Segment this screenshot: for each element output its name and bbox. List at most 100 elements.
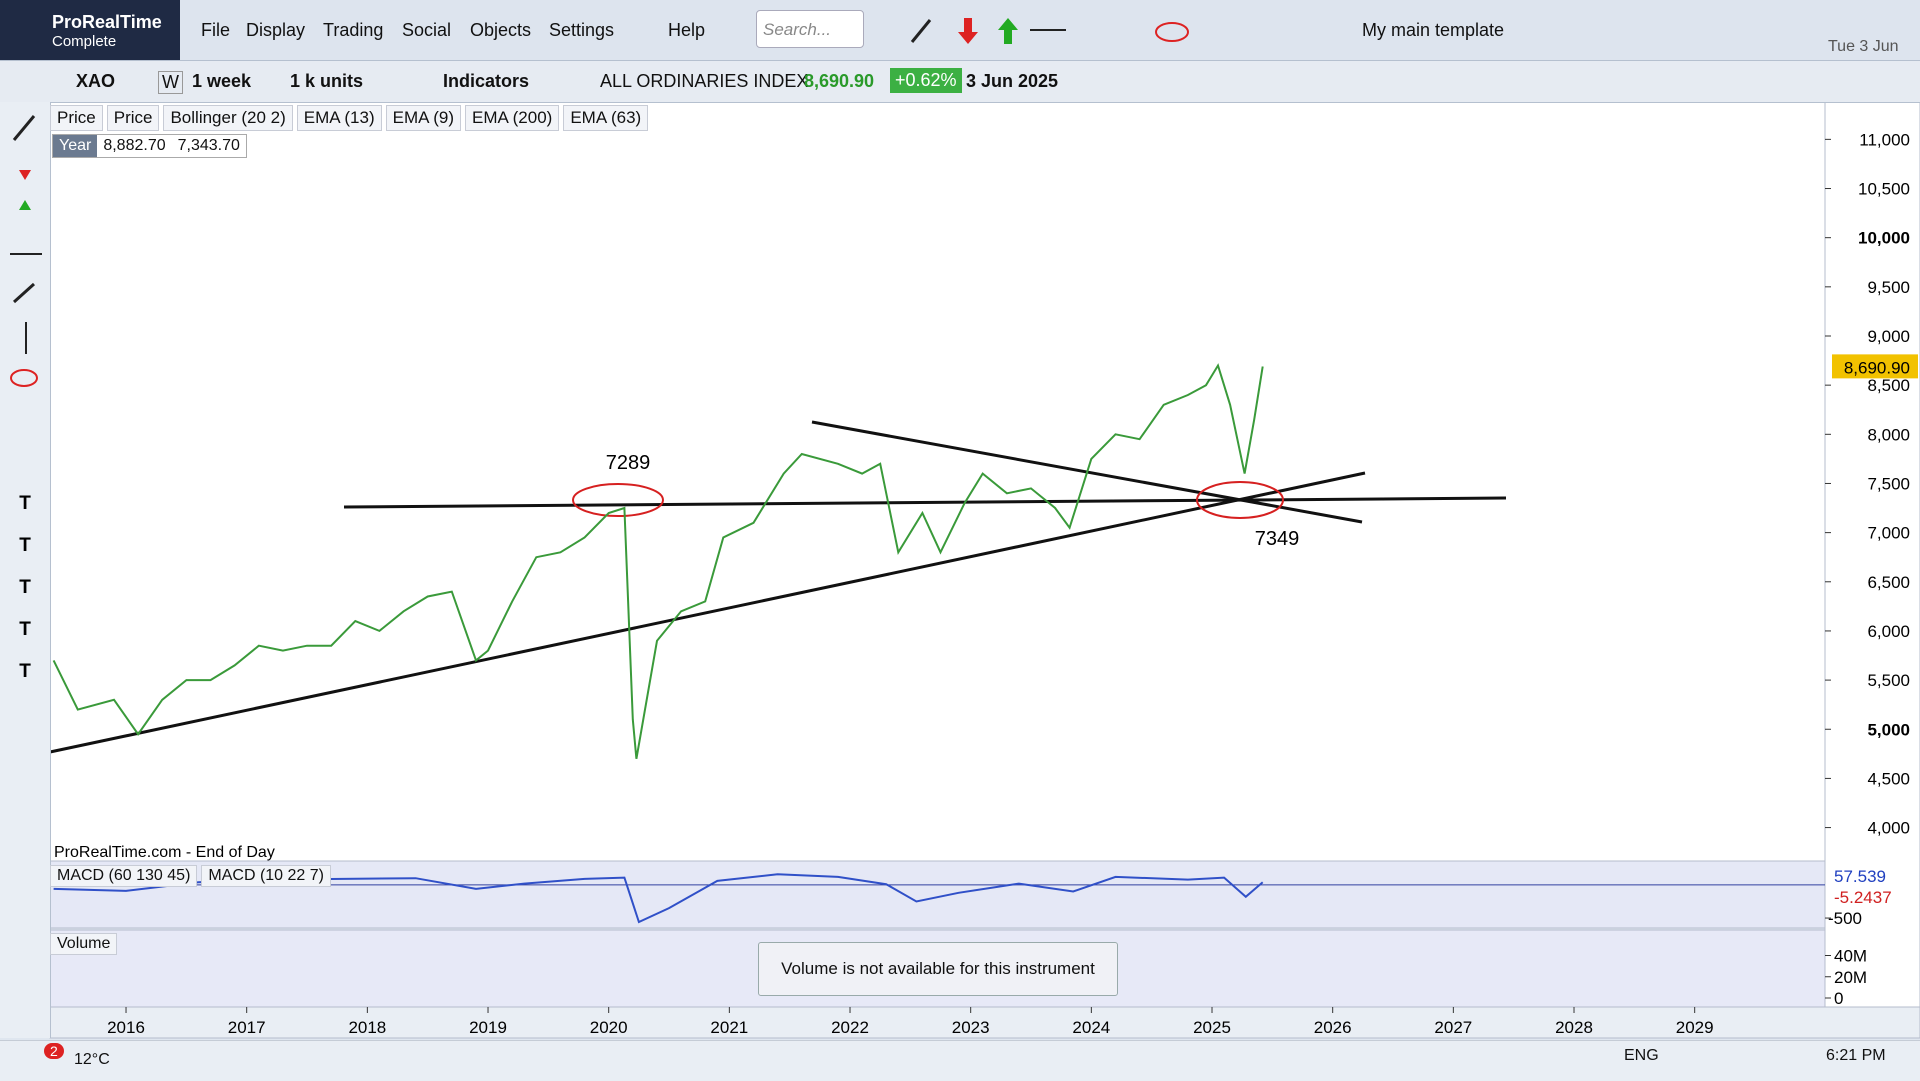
y-tick-label: 11,000 [1859,130,1910,149]
y-tick-label: 7,000 [1867,524,1910,543]
x-tick-label: 2026 [1314,1018,1352,1037]
logo: ProRealTime Complete [0,0,180,60]
y-tick-label: 10,000 [1858,229,1910,248]
y-tick-label: 9,000 [1867,327,1910,346]
arrow-up-icon[interactable] [998,18,1018,44]
y-tick-label: 5,500 [1867,671,1910,690]
clock[interactable]: 6:21 PM [1826,1047,1886,1064]
arrow-down-icon[interactable] [958,18,978,44]
taskbar: 2 12°C ENG 6:21 PM [0,1040,1920,1081]
y-tick-label: 8,500 [1867,376,1910,395]
price-line [52,363,1264,759]
menu-item[interactable]: Help [668,20,706,40]
indicator-item[interactable]: EMA (63) [563,105,649,131]
x-tick-label: 2025 [1193,1018,1231,1037]
menu-item[interactable]: Objects [470,20,532,40]
macd-value: -5.2437 [1834,888,1892,907]
y-tick-label: 6,500 [1867,573,1910,592]
tool-icons: T T T T T [10,115,42,682]
language[interactable]: ENG [1624,1047,1659,1064]
tool-icon[interactable] [12,115,36,141]
x-tick-label: 2022 [831,1018,869,1037]
menu-item[interactable]: Trading [323,20,384,40]
y-tick-label: 7,500 [1867,474,1910,493]
menu-item[interactable]: Display [246,20,306,40]
weather[interactable]: 12°C [74,1051,110,1068]
y-tick-label: 20M [1834,968,1867,987]
y-tick-label: 40M [1834,947,1867,966]
indicator-item[interactable]: Price [50,105,103,131]
annotation: 7289 [606,452,651,474]
tool-icon[interactable] [12,282,36,304]
menu-item[interactable]: Settings [549,20,615,40]
tool-icon[interactable]: T [19,661,31,682]
menu-item[interactable]: Social [402,20,452,40]
y-tick-label: 4,500 [1867,769,1910,788]
macd-legend: MACD (60 130 45) MACD (10 22 7) [50,865,331,887]
indicator-item[interactable]: Bollinger (20 2) [163,105,293,131]
app-edition: Complete [52,33,117,50]
tool-icon[interactable]: T [19,535,31,556]
ticker[interactable]: XAO [76,71,116,91]
indicator-bar: Price Price Bollinger (20 2) EMA (13) EM… [50,105,649,131]
change: +0.62% [890,68,962,93]
range-period: Year [53,135,98,157]
menu-bar: ProRealTime Complete File Display Trading… [0,0,1920,61]
template-select[interactable]: My main template [1362,20,1505,40]
app-name: ProRealTime [52,12,162,32]
volume-message: Volume is not available for this instrum… [758,942,1118,996]
tool-icon[interactable]: T [19,577,31,598]
x-tick-label: 2027 [1434,1018,1472,1037]
indicators-button[interactable]: Indicators [443,71,530,91]
units-select[interactable]: 1 k units [290,71,364,91]
y-tick-label: 0 [1834,989,1843,1008]
weather-badge: 2 [44,1043,64,1059]
source-label: ProRealTime.com - End of Day [54,844,275,861]
x-tick-label: 2016 [107,1018,145,1037]
x-tick-label: 2021 [710,1018,748,1037]
x-tick-label: 2024 [1072,1018,1110,1037]
volume-label[interactable]: Volume [50,933,118,955]
tool-icon[interactable]: T [19,619,31,640]
tool-icon[interactable]: T [19,493,31,514]
trend-line [49,471,1366,754]
y-tick-label: 9,500 [1867,278,1910,297]
macd-panel [49,860,1826,929]
y-tick-label: 6,000 [1867,622,1910,641]
instrument-name: ALL ORDINARIES INDEX [600,71,809,91]
time-axis [49,1006,1920,1039]
pencil-icon[interactable] [910,19,932,43]
last-price: 8,690.90 [804,71,875,91]
date: Tue 3 Jun [1828,38,1899,55]
price-panel [50,102,1825,861]
ellipse [572,483,664,517]
indicator-item[interactable]: EMA (200) [465,105,560,131]
annotation: 7349 [1255,528,1300,550]
tool-icon[interactable] [19,158,31,180]
period-select[interactable]: 1 week [192,71,252,91]
y-tick-label: 8,000 [1867,425,1910,444]
as-of-date: 3 Jun 2025 [966,71,1059,91]
x-tick-label: 2023 [952,1018,990,1037]
macd-line [53,873,1264,924]
y-tick-label: 5,000 [1867,720,1910,739]
x-tick-label: 2028 [1555,1018,1593,1037]
last-price-box [1832,354,1918,379]
tool-icon[interactable] [10,369,38,387]
y-tick-label: 4,000 [1867,819,1910,838]
instrument-bar: XAO W 1 week 1 k units Indicators ALL OR… [0,61,1920,103]
indicator-item[interactable]: Price [106,105,160,131]
menu-item[interactable]: File [201,20,231,40]
macd-label[interactable]: MACD (60 130 45) [50,865,198,887]
indicator-item[interactable]: EMA (13) [296,105,382,131]
search-box[interactable]: Search... [756,10,864,48]
macd-label[interactable]: MACD (10 22 7) [201,865,331,887]
mode-button[interactable]: W [158,71,183,94]
indicator-item[interactable]: EMA (9) [385,105,462,131]
ellipse-icon[interactable] [1155,22,1189,42]
tool-icon[interactable] [19,200,31,222]
range-high: 8,882.70 [103,137,166,154]
x-tick-label: 2020 [590,1018,628,1037]
trend-line [343,496,1507,509]
x-tick-label: 2018 [348,1018,386,1037]
